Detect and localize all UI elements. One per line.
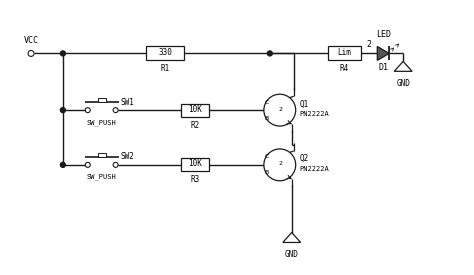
Circle shape — [113, 162, 118, 167]
Text: D1: D1 — [378, 63, 388, 72]
Text: C: C — [265, 100, 269, 105]
Text: R1: R1 — [161, 64, 170, 73]
Text: GND: GND — [396, 79, 410, 88]
Text: R3: R3 — [190, 175, 200, 184]
Circle shape — [264, 94, 296, 126]
Text: LED: LED — [376, 31, 391, 40]
Text: B: B — [265, 116, 269, 121]
Polygon shape — [377, 46, 389, 60]
Text: 330: 330 — [158, 48, 173, 57]
Text: R4: R4 — [340, 64, 349, 73]
Text: R2: R2 — [190, 120, 200, 130]
Circle shape — [60, 51, 65, 56]
Circle shape — [60, 108, 65, 113]
Text: 10K: 10K — [188, 105, 201, 114]
Text: 10K: 10K — [188, 160, 201, 168]
Text: SW_PUSH: SW_PUSH — [87, 174, 117, 180]
Text: Q2: Q2 — [300, 154, 309, 163]
Text: PN2222A: PN2222A — [300, 111, 329, 117]
Circle shape — [267, 51, 273, 56]
FancyBboxPatch shape — [181, 158, 209, 171]
FancyBboxPatch shape — [98, 98, 106, 102]
Text: SW_PUSH: SW_PUSH — [87, 119, 117, 126]
Circle shape — [85, 108, 90, 113]
Text: B: B — [265, 170, 269, 175]
Circle shape — [264, 149, 296, 181]
FancyBboxPatch shape — [181, 104, 209, 117]
Text: SW2: SW2 — [120, 152, 135, 161]
Text: Q1: Q1 — [300, 100, 309, 109]
Text: 2: 2 — [279, 107, 283, 112]
Text: SW1: SW1 — [120, 98, 135, 107]
Text: Lim: Lim — [337, 48, 351, 57]
FancyBboxPatch shape — [328, 46, 361, 60]
Text: VCC: VCC — [24, 37, 38, 45]
Text: 2: 2 — [279, 161, 283, 166]
Text: 2: 2 — [367, 40, 372, 50]
Text: GND: GND — [285, 251, 299, 259]
Circle shape — [28, 50, 34, 56]
Text: PN2222A: PN2222A — [300, 166, 329, 172]
Circle shape — [60, 162, 65, 167]
FancyBboxPatch shape — [146, 46, 184, 60]
Circle shape — [113, 108, 118, 113]
Circle shape — [85, 162, 90, 167]
Text: C: C — [265, 154, 269, 159]
FancyBboxPatch shape — [98, 153, 106, 157]
